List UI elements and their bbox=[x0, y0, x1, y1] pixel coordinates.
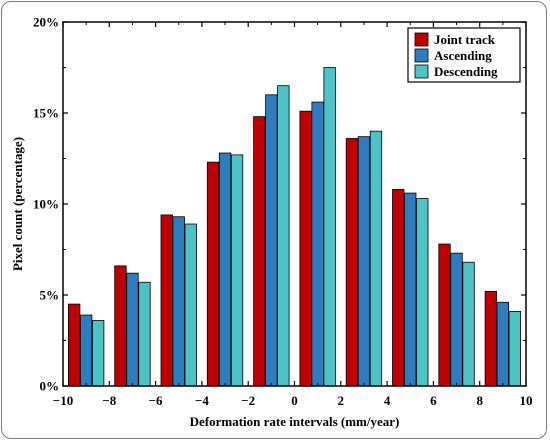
bar-ascending-0 bbox=[80, 314, 93, 387]
y-tick-label: 10% bbox=[33, 197, 59, 212]
x-tick-label: −10 bbox=[53, 393, 73, 408]
bar-descending-0 bbox=[92, 320, 105, 387]
bar-ascending-1 bbox=[126, 272, 139, 387]
axes-layer: −10 −8 −6 −4 −2 0 2 4 6 8 10 0% 5% 10% 15% 20% bbox=[33, 15, 533, 409]
bar-ascending-6 bbox=[357, 136, 371, 387]
x-tick-label: −4 bbox=[195, 393, 209, 408]
bar-descending-8 bbox=[462, 261, 475, 387]
bar-descending-7 bbox=[416, 198, 429, 387]
legend-swatch-joint-track bbox=[414, 32, 429, 47]
bar-ascending-8 bbox=[450, 252, 463, 387]
bar-joint-track-8 bbox=[438, 243, 451, 387]
x-tick-label: 8 bbox=[476, 393, 483, 408]
bar-joint-track-2 bbox=[160, 214, 173, 387]
legend-swatch-ascending bbox=[414, 48, 429, 63]
bar-joint-track-4 bbox=[253, 116, 266, 387]
bar-descending-4 bbox=[277, 85, 290, 387]
bar-joint-track-6 bbox=[345, 138, 359, 387]
bar-descending-6 bbox=[369, 130, 383, 387]
bar-ascending-4 bbox=[265, 94, 278, 387]
bar-ascending-5 bbox=[311, 101, 324, 387]
x-tick-label: 0 bbox=[291, 393, 298, 408]
bar-joint-track-3 bbox=[206, 161, 220, 387]
legend-label-joint-track: Joint track bbox=[434, 32, 496, 47]
y-tick-label: 5% bbox=[40, 288, 60, 303]
x-tick-label: 2 bbox=[338, 393, 345, 408]
bar-joint-track-5 bbox=[299, 110, 312, 387]
x-tick-label: −8 bbox=[102, 393, 116, 408]
legend-label-ascending: Ascending bbox=[434, 48, 492, 63]
y-tick-label: 0% bbox=[40, 379, 60, 394]
bar-ascending-7 bbox=[404, 192, 417, 387]
bar-descending-1 bbox=[138, 281, 151, 387]
bar-ascending-3 bbox=[218, 152, 232, 387]
bar-joint-track-0 bbox=[68, 303, 81, 387]
legend-swatch-descending bbox=[414, 64, 429, 79]
y-tick-label: 20% bbox=[33, 15, 59, 30]
bars-layer bbox=[68, 67, 522, 387]
x-tick-label: 6 bbox=[430, 393, 437, 408]
bar-joint-track-7 bbox=[392, 189, 405, 387]
bar-joint-track-1 bbox=[114, 265, 127, 387]
legend-label-descending: Descending bbox=[434, 64, 498, 79]
bar-descending-2 bbox=[184, 223, 197, 387]
bar-descending-3 bbox=[230, 154, 244, 387]
bar-ascending-9 bbox=[496, 301, 510, 387]
bar-joint-track-9 bbox=[484, 290, 498, 387]
x-axis-title: Deformation rate intervals (mm/year) bbox=[190, 414, 400, 429]
bar-descending-5 bbox=[323, 67, 336, 387]
y-tick-label: 15% bbox=[33, 106, 59, 121]
bar-ascending-2 bbox=[172, 216, 185, 387]
x-tick-label: −2 bbox=[241, 393, 255, 408]
x-tick-label: 4 bbox=[384, 393, 391, 408]
bar-descending-9 bbox=[508, 310, 522, 387]
x-tick-label: 10 bbox=[520, 393, 533, 408]
x-tick-label: −6 bbox=[149, 393, 163, 408]
y-axis-title: Pixel count (percentage) bbox=[10, 137, 25, 271]
